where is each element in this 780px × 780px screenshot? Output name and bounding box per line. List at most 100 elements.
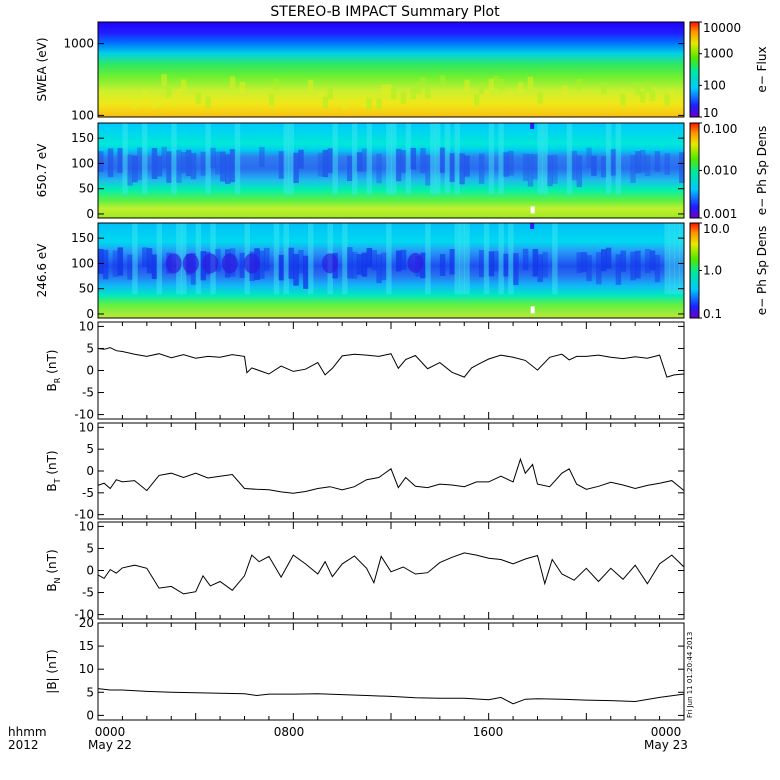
heatmap-cell <box>605 247 612 269</box>
heatmap-blob <box>243 253 260 274</box>
heatmap-cell <box>537 254 543 283</box>
x-tick-label-1600: 1600 <box>473 725 504 739</box>
y-tick-label: 0 <box>86 364 94 378</box>
heatmap-cell <box>566 123 573 195</box>
heatmap-cell <box>591 155 597 176</box>
y-tick-label: 5 <box>86 442 94 456</box>
heatmap-cell <box>264 247 270 272</box>
heatmap-cell <box>137 147 143 181</box>
heatmap-cell <box>449 153 456 182</box>
heatmap-cell <box>98 151 104 172</box>
heatmap-cell <box>386 223 392 295</box>
heatmap-cell <box>176 149 182 183</box>
heatmap-cell <box>181 151 187 174</box>
heatmap-cell <box>400 249 407 271</box>
colorbar-tick-label: 0.1 <box>703 307 722 321</box>
heatmap-cell <box>366 247 373 268</box>
heatmap-cell <box>644 248 651 274</box>
y-axis-label: |B| (nT) <box>45 649 59 693</box>
heatmap-cell <box>342 223 348 295</box>
heatmap-cell <box>361 148 368 172</box>
heatmap-cell <box>654 151 661 172</box>
heatmap-cell <box>366 123 373 195</box>
y-tick-label: 0 <box>86 207 94 221</box>
heatmap-cell <box>127 254 133 280</box>
heatmap-cell <box>303 255 309 289</box>
heatmap-cell <box>522 153 529 181</box>
heatmap-cell <box>508 223 514 295</box>
heatmap-data-gap <box>530 206 535 214</box>
heatmap-cell <box>288 247 294 279</box>
heatmap-cell <box>322 96 329 109</box>
colorbar-tick-label: 10 <box>703 106 718 120</box>
heatmap-background <box>98 22 684 117</box>
side-stamp: Fri Jun 11 01:20:44 2013 <box>686 632 694 718</box>
y-tick-label: 0 <box>86 464 94 478</box>
y-tick-label: -10 <box>74 608 94 622</box>
heatmap-cell <box>478 82 485 94</box>
plot-frame <box>97 422 685 520</box>
heatmap-cell <box>674 223 680 295</box>
colorbar-label: e− Ph Sp Dens <box>755 126 769 215</box>
heatmap-cell <box>493 76 499 88</box>
heatmap-cell <box>425 86 431 99</box>
heatmap-cell <box>571 150 578 181</box>
heatmap-cell <box>273 78 280 90</box>
colorbar <box>689 122 700 219</box>
y-axis-label: 246.6 eV <box>35 243 49 298</box>
heatmap-cell <box>439 254 446 276</box>
y-tick-label: 100 <box>71 256 94 270</box>
heatmap-cell <box>205 123 211 195</box>
panel-3: 0 50 100 150 246.6 eV 10.0 1.0 0.1 e− Ph Sp Dens <box>35 222 769 321</box>
heatmap-cell <box>166 151 172 183</box>
y-tick-label: 50 <box>79 182 94 196</box>
heatmap-cell <box>439 75 446 87</box>
y-axis-label: BN (nT) <box>45 549 62 591</box>
heatmap-cell <box>298 250 304 274</box>
heatmap-cell <box>561 85 568 97</box>
heatmap-cell <box>156 96 162 108</box>
y-tick-label: 100 <box>71 156 94 170</box>
heatmap-cell <box>200 151 207 176</box>
y-tick-label: -5 <box>82 486 94 500</box>
heatmap-cell <box>215 248 221 272</box>
heatmap-cell <box>439 147 446 173</box>
y-tick-label: 10 <box>79 519 94 533</box>
heatmap-cell <box>649 250 656 271</box>
heatmap-cell <box>293 152 299 184</box>
heatmap-cell <box>386 84 392 96</box>
heatmap-cell <box>400 149 407 173</box>
heatmap-cell <box>376 254 382 284</box>
heatmap-cell <box>102 249 109 280</box>
heatmap-gap-marker <box>530 223 535 229</box>
colorbar-label: e− Ph Sp Dens <box>755 226 769 315</box>
heatmap-cell <box>117 247 124 276</box>
heatmap-cell <box>185 149 192 177</box>
heatmap-data-gap <box>530 306 535 314</box>
heatmap-cell <box>327 148 333 173</box>
heatmap-cell <box>547 155 553 187</box>
heatmap-cell <box>410 147 417 170</box>
heatmap-cell <box>581 252 587 273</box>
series-line <box>97 688 685 705</box>
heatmap-cell <box>454 123 460 195</box>
x-tick-label-0800: 0800 <box>274 725 305 739</box>
heatmap-cell <box>278 151 285 179</box>
heatmap-cell <box>141 90 148 103</box>
heatmap-cell <box>190 153 197 180</box>
heatmap-cell <box>356 152 363 172</box>
y-tick-label: 5 <box>86 685 94 699</box>
heatmap-blob <box>202 253 219 274</box>
heatmap-cell <box>347 247 353 279</box>
footer-year-label: 2012 <box>8 738 39 752</box>
heatmap-cell <box>415 82 421 94</box>
y-tick-label: 10 <box>79 319 94 333</box>
heatmap-cell <box>161 74 167 86</box>
figure-title: STEREO-B IMPACT Summary Plot <box>270 4 500 20</box>
heatmap-cell <box>635 151 641 174</box>
y-tick-label: 10 <box>79 420 94 434</box>
heatmap-cell <box>654 254 661 283</box>
heatmap-cell <box>605 123 612 195</box>
heatmap-cell <box>171 94 177 106</box>
heatmap-cell <box>630 251 636 281</box>
